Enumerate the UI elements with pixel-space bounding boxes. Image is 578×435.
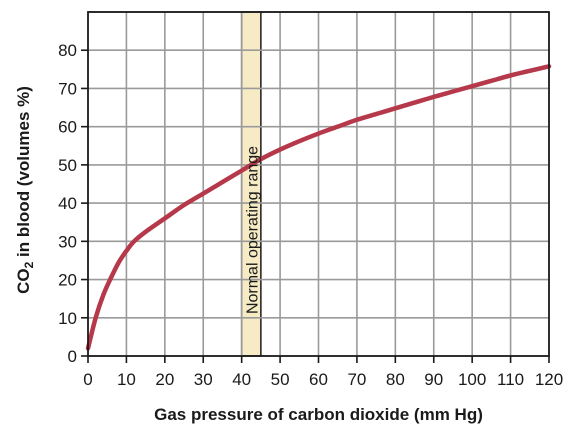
y-axis-ticks: 0 10 20 30 40 50 60 70 80: [58, 41, 88, 366]
y-tick-label: 20: [58, 271, 77, 290]
x-tick-label: 80: [386, 370, 405, 389]
x-tick-label: 70: [347, 370, 366, 389]
x-axis-label: Gas pressure of carbon dioxide (mm Hg): [154, 405, 483, 424]
y-axis-label-pre: CO: [14, 268, 33, 294]
y-tick-label: 40: [58, 194, 77, 213]
x-tick-label: 20: [155, 370, 174, 389]
x-tick-label: 110: [497, 370, 524, 389]
x-tick-label: 100: [458, 370, 486, 389]
y-tick-label: 10: [58, 309, 77, 328]
y-tick-label: 70: [58, 79, 77, 98]
x-tick-label: 90: [424, 370, 443, 389]
x-tick-label: 30: [194, 370, 213, 389]
y-axis-label: CO2 in blood (volumes %): [14, 86, 36, 294]
series-layer: [85, 64, 552, 351]
x-tick-label: 10: [117, 370, 136, 389]
y-tick-label: 30: [58, 232, 77, 251]
x-tick-label: 60: [309, 370, 328, 389]
normal-range-label: Normal operating range: [244, 146, 261, 314]
y-tick-label: 0: [68, 347, 77, 366]
y-axis-label-post: in blood (volumes %): [14, 86, 33, 262]
y-tick-label: 80: [58, 41, 77, 60]
x-axis-ticks: 0 10 20 30 40 50 60 70 80 90 100 110 120: [83, 356, 563, 389]
grid: [88, 11, 549, 356]
x-tick-label: 40: [232, 370, 251, 389]
y-tick-label: 50: [58, 156, 77, 175]
x-tick-label: 0: [83, 370, 92, 389]
y-axis-label-sub: 2: [22, 261, 36, 268]
x-tick-label: 120: [535, 370, 563, 389]
x-tick-label: 50: [271, 370, 290, 389]
co2-curve-line: [85, 64, 552, 351]
y-tick-label: 60: [58, 118, 77, 137]
